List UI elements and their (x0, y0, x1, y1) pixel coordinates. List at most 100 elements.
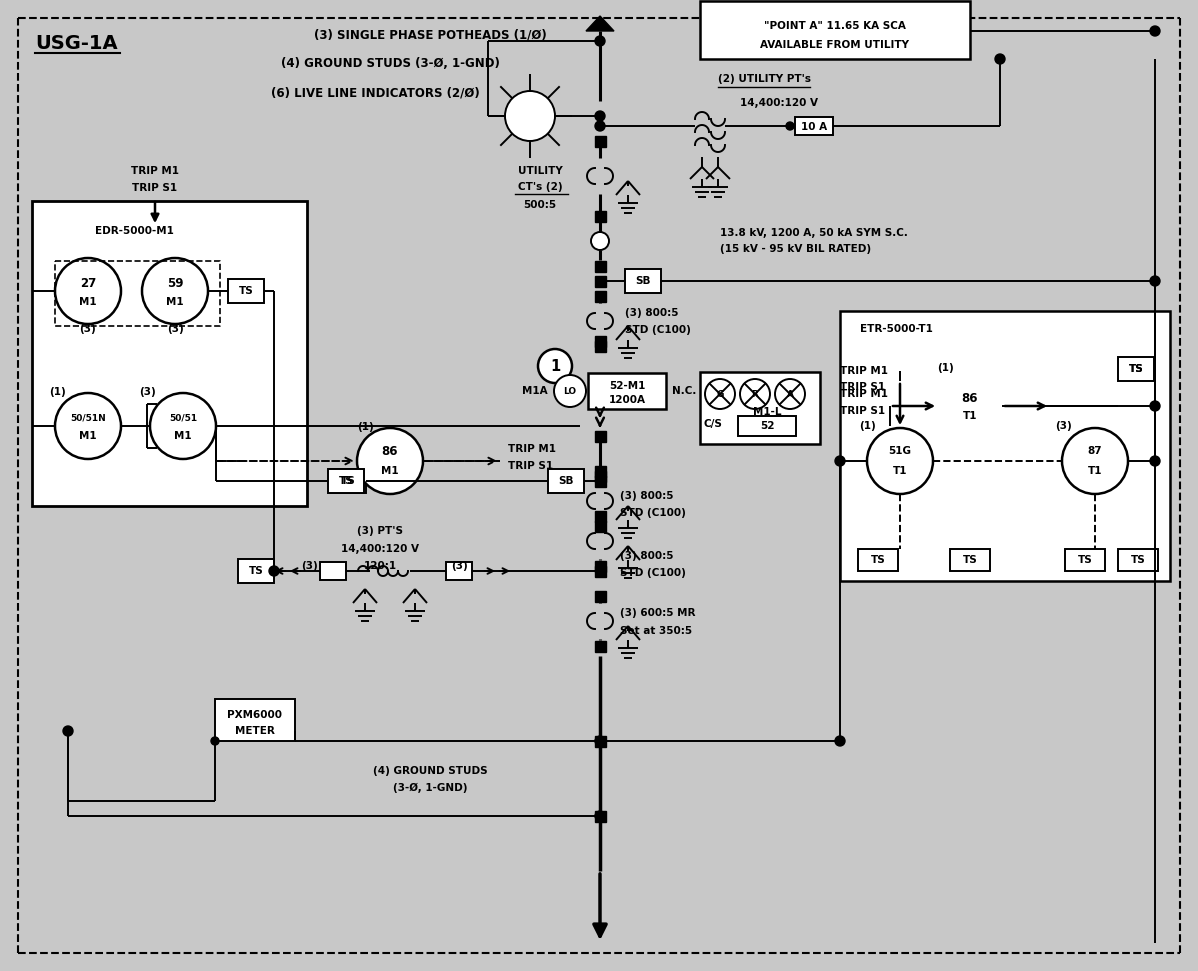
Text: TS: TS (1131, 555, 1145, 565)
Text: USG-1A: USG-1A (35, 34, 117, 52)
Circle shape (775, 379, 805, 409)
Text: TS: TS (1129, 364, 1143, 374)
Text: 86: 86 (382, 445, 398, 457)
Bar (594, 560, 605, 572)
Bar (594, 471, 605, 482)
Circle shape (835, 456, 845, 466)
Bar (594, 465, 605, 477)
Bar (625, 269, 661, 293)
Bar (446, 562, 472, 580)
Text: SB: SB (558, 476, 574, 486)
Text: T1: T1 (893, 466, 907, 476)
Circle shape (270, 566, 279, 576)
Text: M1-L: M1-L (752, 407, 781, 417)
Bar (950, 549, 990, 571)
Text: 51G: 51G (889, 446, 912, 456)
Text: 13.8 kV, 1200 A, 50 kA SYM S.C.: 13.8 kV, 1200 A, 50 kA SYM S.C. (720, 228, 908, 238)
Text: CT's (2): CT's (2) (518, 182, 562, 192)
Bar (594, 641, 605, 652)
Text: 1200A: 1200A (609, 395, 646, 405)
Text: TS: TS (1129, 364, 1143, 374)
Text: M1: M1 (381, 466, 399, 476)
Text: TRIP S1: TRIP S1 (133, 183, 177, 193)
Circle shape (55, 258, 121, 324)
Bar (594, 430, 605, 442)
Text: (3) 800:5: (3) 800:5 (621, 551, 673, 561)
Text: (3) PT'S: (3) PT'S (357, 526, 403, 536)
Bar (588, 373, 666, 409)
Bar (1118, 357, 1154, 381)
Text: TRIP S1: TRIP S1 (840, 382, 885, 392)
Text: M1: M1 (167, 297, 183, 307)
Circle shape (1061, 428, 1129, 494)
Text: TS: TS (238, 286, 253, 296)
Text: TRIP M1: TRIP M1 (840, 366, 888, 376)
Text: T1: T1 (1088, 466, 1102, 476)
Bar (214, 699, 295, 741)
Bar (594, 590, 605, 601)
Text: 86: 86 (962, 391, 979, 405)
Circle shape (938, 374, 1002, 438)
Bar (594, 520, 605, 531)
Circle shape (357, 428, 423, 494)
Text: 120:1: 120:1 (363, 561, 397, 571)
Text: TS: TS (249, 566, 264, 576)
Text: 52: 52 (760, 421, 774, 431)
Text: "POINT A" 11.65 KA SCA: "POINT A" 11.65 KA SCA (764, 21, 906, 31)
Text: 10 A: 10 A (801, 122, 827, 132)
Text: (15 kV - 95 kV BIL RATED): (15 kV - 95 kV BIL RATED) (720, 244, 871, 254)
Circle shape (538, 349, 571, 383)
Text: TS: TS (963, 555, 978, 565)
Bar (594, 260, 605, 272)
Bar (594, 735, 605, 747)
Bar (547, 469, 583, 493)
Bar (738, 416, 795, 436)
Circle shape (591, 232, 609, 250)
Circle shape (704, 379, 736, 409)
Bar (594, 341, 605, 352)
Text: (3): (3) (302, 561, 319, 571)
Circle shape (506, 91, 555, 141)
Text: M1: M1 (79, 297, 97, 307)
Circle shape (996, 54, 1005, 64)
Text: (3) 600:5 MR: (3) 600:5 MR (621, 608, 696, 618)
Bar (1118, 549, 1158, 571)
Circle shape (63, 726, 73, 736)
Bar (320, 562, 346, 580)
Text: T1: T1 (963, 411, 978, 421)
Text: (6) LIVE LINE INDICATORS (2/Ø): (6) LIVE LINE INDICATORS (2/Ø) (271, 86, 479, 99)
Circle shape (1150, 26, 1160, 36)
Text: (3): (3) (79, 324, 96, 334)
Text: TS: TS (339, 476, 353, 486)
Text: (3) SINGLE PHASE POTHEADS (1/Ø): (3) SINGLE PHASE POTHEADS (1/Ø) (314, 28, 546, 42)
Bar (32, 201, 307, 506)
Text: G: G (716, 389, 724, 398)
Circle shape (786, 122, 794, 130)
Bar (594, 811, 605, 821)
Circle shape (867, 428, 933, 494)
Text: TS: TS (340, 476, 356, 486)
Circle shape (835, 736, 845, 746)
Text: (3): (3) (140, 387, 157, 397)
Text: SB: SB (635, 276, 651, 286)
Circle shape (740, 379, 770, 409)
Bar (795, 117, 833, 135)
Bar (328, 469, 364, 493)
Text: TRIP S1: TRIP S1 (840, 406, 885, 416)
Bar (238, 559, 274, 583)
Polygon shape (586, 16, 615, 31)
Text: METER: METER (235, 726, 274, 736)
Text: M1A: M1A (522, 386, 547, 396)
Text: TS: TS (1078, 555, 1093, 565)
Circle shape (595, 121, 605, 131)
Text: (2) UTILITY PT's: (2) UTILITY PT's (718, 74, 811, 84)
Bar (594, 511, 605, 521)
Text: 500:5: 500:5 (524, 200, 557, 210)
Circle shape (595, 736, 605, 746)
Bar (594, 276, 605, 286)
Text: 52-M1: 52-M1 (609, 381, 646, 391)
Circle shape (1150, 401, 1160, 411)
Text: UTILITY: UTILITY (518, 166, 562, 176)
Text: (3): (3) (452, 561, 468, 571)
Text: (3): (3) (1054, 421, 1071, 431)
